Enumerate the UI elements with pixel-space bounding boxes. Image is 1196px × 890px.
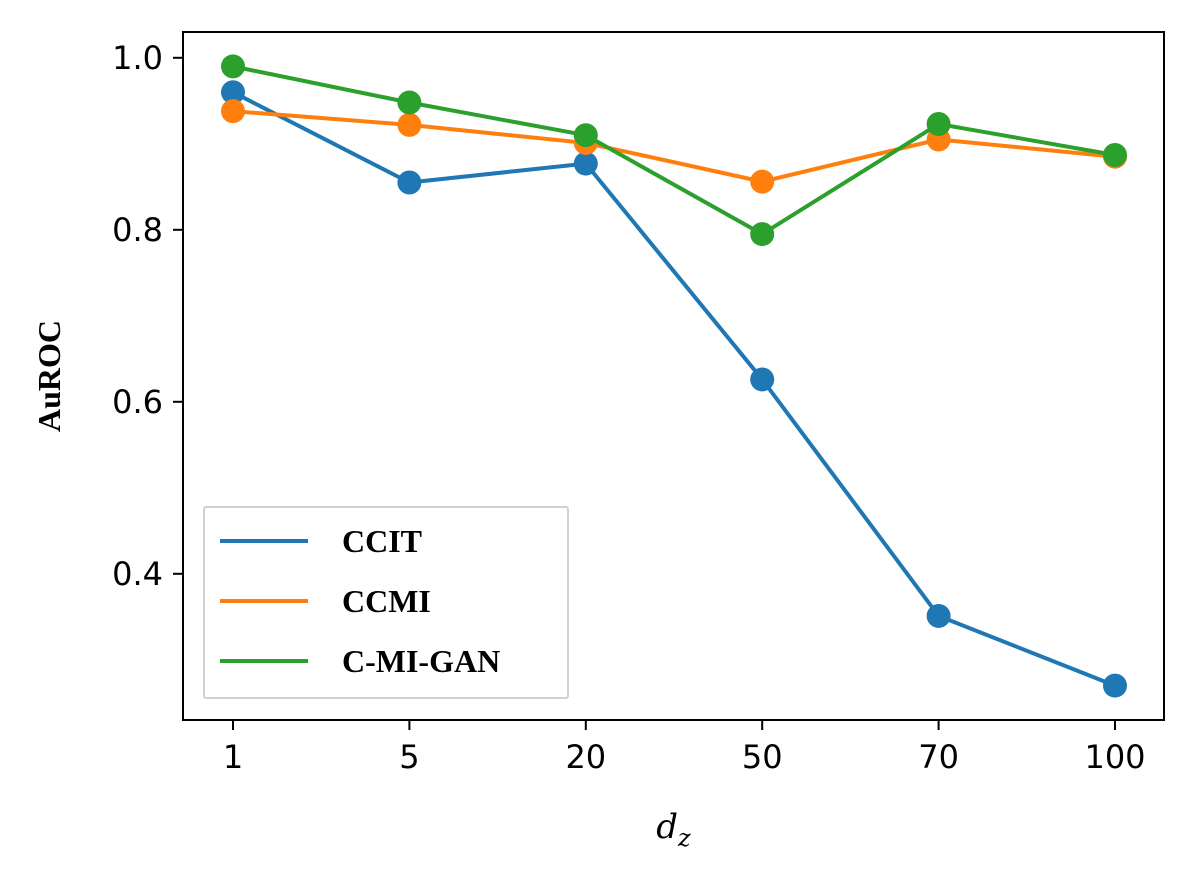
x-tick-label: 20	[565, 738, 606, 776]
series-line	[232, 90, 1116, 688]
data-point	[573, 123, 598, 148]
data-point	[397, 170, 422, 195]
data-point	[1103, 142, 1127, 167]
axes-frame	[182, 31, 1165, 721]
x-tick-label: 70	[918, 738, 959, 776]
x-axis-label: dz	[656, 807, 691, 852]
data-point	[750, 367, 775, 392]
x-tick-label: 50	[742, 738, 783, 776]
x-axis-label-subscript: z	[677, 824, 691, 852]
y-axis-ticks: 0.4 0.6 0.8 1.0	[112, 39, 183, 593]
x-axis-label-main: d	[656, 807, 678, 847]
x-tick-label: 5	[399, 738, 419, 776]
legend-label: CCMI	[342, 583, 431, 619]
series-layer	[221, 54, 1127, 698]
y-tick-label: 0.4	[112, 555, 163, 593]
data-point	[926, 112, 951, 137]
legend-label: C-MI-GAN	[342, 643, 500, 679]
data-point	[573, 151, 598, 176]
series-line	[232, 109, 1116, 184]
data-point	[221, 54, 245, 79]
data-point	[1103, 673, 1127, 698]
data-point	[221, 80, 245, 105]
data-point	[750, 169, 775, 194]
legend: CCIT CCMI C-MI-GAN	[203, 506, 569, 699]
x-tick-label: 100	[1084, 738, 1145, 776]
data-point	[397, 90, 422, 115]
legend-box	[203, 506, 569, 699]
y-tick-label: 0.6	[112, 383, 163, 421]
series-c-mi-gan	[221, 54, 1127, 247]
legend-label: CCIT	[342, 523, 422, 559]
y-tick-label: 1.0	[112, 39, 163, 77]
data-point	[750, 222, 775, 247]
series-line	[232, 64, 1116, 237]
y-tick-label: 0.8	[112, 211, 163, 249]
data-point	[397, 112, 422, 137]
data-point	[221, 99, 245, 124]
x-tick-label: 1	[223, 738, 243, 776]
data-point	[926, 603, 951, 628]
y-axis-label: AuROC	[31, 320, 67, 432]
series-ccit	[221, 80, 1127, 698]
x-axis-ticks: 1 5 20 50 70 100	[223, 720, 1146, 776]
